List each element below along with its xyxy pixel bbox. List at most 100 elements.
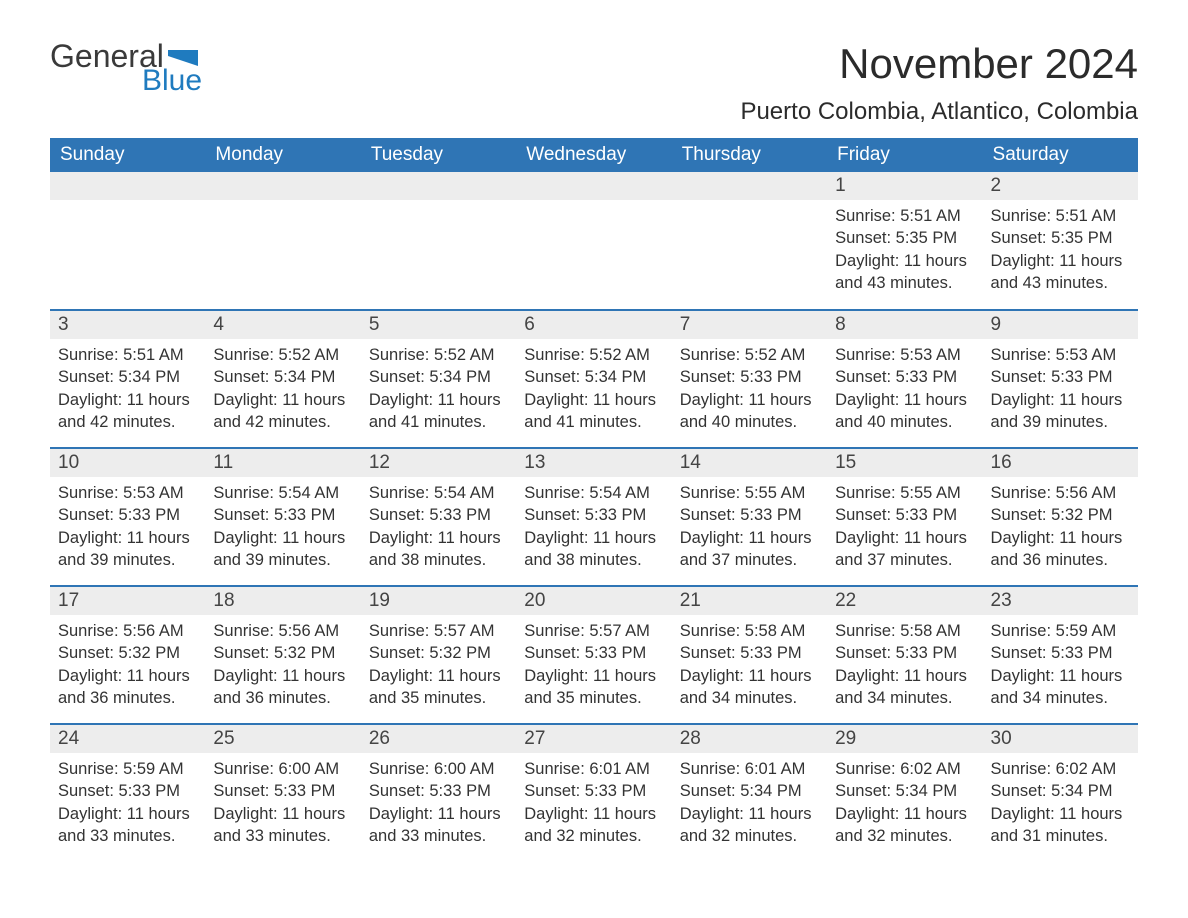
day-details: Sunrise: 5:52 AMSunset: 5:33 PMDaylight:… — [672, 339, 827, 441]
sunrise-line: Sunrise: 6:01 AM — [524, 758, 663, 780]
day-details: Sunrise: 5:58 AMSunset: 5:33 PMDaylight:… — [827, 615, 982, 717]
calendar-cell: 21Sunrise: 5:58 AMSunset: 5:33 PMDayligh… — [672, 586, 827, 724]
day-number: 27 — [516, 725, 671, 753]
day-number: 7 — [672, 311, 827, 339]
day-details: Sunrise: 5:51 AMSunset: 5:35 PMDaylight:… — [827, 200, 982, 302]
day-number: 22 — [827, 587, 982, 615]
daylight-line: Daylight: 11 hours and 36 minutes. — [213, 665, 352, 710]
day-details: Sunrise: 5:54 AMSunset: 5:33 PMDaylight:… — [205, 477, 360, 579]
sunset-line: Sunset: 5:34 PM — [58, 366, 197, 388]
day-details: Sunrise: 5:55 AMSunset: 5:33 PMDaylight:… — [672, 477, 827, 579]
day-number: 18 — [205, 587, 360, 615]
calendar-cell — [672, 172, 827, 310]
day-number: 21 — [672, 587, 827, 615]
sunset-line: Sunset: 5:33 PM — [58, 504, 197, 526]
sunset-line: Sunset: 5:34 PM — [680, 780, 819, 802]
sunset-line: Sunset: 5:34 PM — [524, 366, 663, 388]
sunset-line: Sunset: 5:33 PM — [58, 780, 197, 802]
logo: General Blue — [50, 40, 202, 96]
day-details: Sunrise: 6:00 AMSunset: 5:33 PMDaylight:… — [205, 753, 360, 855]
day-details: Sunrise: 5:54 AMSunset: 5:33 PMDaylight:… — [361, 477, 516, 579]
day-number: 25 — [205, 725, 360, 753]
calendar-cell: 15Sunrise: 5:55 AMSunset: 5:33 PMDayligh… — [827, 448, 982, 586]
calendar-cell: 14Sunrise: 5:55 AMSunset: 5:33 PMDayligh… — [672, 448, 827, 586]
calendar-table: SundayMondayTuesdayWednesdayThursdayFrid… — [50, 138, 1138, 862]
sunrise-line: Sunrise: 5:52 AM — [369, 344, 508, 366]
calendar-cell: 8Sunrise: 5:53 AMSunset: 5:33 PMDaylight… — [827, 310, 982, 448]
sunset-line: Sunset: 5:33 PM — [680, 366, 819, 388]
daylight-line: Daylight: 11 hours and 32 minutes. — [680, 803, 819, 848]
sunrise-line: Sunrise: 5:55 AM — [835, 482, 974, 504]
day-number: 4 — [205, 311, 360, 339]
sunset-line: Sunset: 5:33 PM — [991, 366, 1130, 388]
day-number: 1 — [827, 172, 982, 200]
calendar-week-row: 1Sunrise: 5:51 AMSunset: 5:35 PMDaylight… — [50, 172, 1138, 310]
calendar-cell: 23Sunrise: 5:59 AMSunset: 5:33 PMDayligh… — [983, 586, 1138, 724]
calendar-cell: 1Sunrise: 5:51 AMSunset: 5:35 PMDaylight… — [827, 172, 982, 310]
empty-daynum — [50, 172, 205, 200]
daylight-line: Daylight: 11 hours and 42 minutes. — [213, 389, 352, 434]
sunrise-line: Sunrise: 5:57 AM — [524, 620, 663, 642]
sunrise-line: Sunrise: 5:52 AM — [524, 344, 663, 366]
calendar-cell: 19Sunrise: 5:57 AMSunset: 5:32 PMDayligh… — [361, 586, 516, 724]
daylight-line: Daylight: 11 hours and 39 minutes. — [58, 527, 197, 572]
calendar-cell: 16Sunrise: 5:56 AMSunset: 5:32 PMDayligh… — [983, 448, 1138, 586]
day-details: Sunrise: 5:57 AMSunset: 5:32 PMDaylight:… — [361, 615, 516, 717]
weekday-header: Wednesday — [516, 138, 671, 172]
day-number: 30 — [983, 725, 1138, 753]
day-number: 12 — [361, 449, 516, 477]
daylight-line: Daylight: 11 hours and 36 minutes. — [58, 665, 197, 710]
sunrise-line: Sunrise: 5:54 AM — [524, 482, 663, 504]
day-details: Sunrise: 5:55 AMSunset: 5:33 PMDaylight:… — [827, 477, 982, 579]
empty-daynum — [205, 172, 360, 200]
day-details: Sunrise: 5:53 AMSunset: 5:33 PMDaylight:… — [50, 477, 205, 579]
empty-daynum — [672, 172, 827, 200]
day-number: 14 — [672, 449, 827, 477]
calendar-cell — [50, 172, 205, 310]
calendar-week-row: 3Sunrise: 5:51 AMSunset: 5:34 PMDaylight… — [50, 310, 1138, 448]
day-number: 24 — [50, 725, 205, 753]
day-details: Sunrise: 6:01 AMSunset: 5:34 PMDaylight:… — [672, 753, 827, 855]
sunset-line: Sunset: 5:35 PM — [991, 227, 1130, 249]
daylight-line: Daylight: 11 hours and 43 minutes. — [991, 250, 1130, 295]
day-details: Sunrise: 6:02 AMSunset: 5:34 PMDaylight:… — [983, 753, 1138, 855]
day-details: Sunrise: 6:02 AMSunset: 5:34 PMDaylight:… — [827, 753, 982, 855]
sunrise-line: Sunrise: 5:58 AM — [680, 620, 819, 642]
title-block: November 2024 Puerto Colombia, Atlantico… — [740, 40, 1138, 126]
sunset-line: Sunset: 5:33 PM — [369, 780, 508, 802]
sunrise-line: Sunrise: 5:56 AM — [58, 620, 197, 642]
daylight-line: Daylight: 11 hours and 37 minutes. — [835, 527, 974, 572]
calendar-cell: 5Sunrise: 5:52 AMSunset: 5:34 PMDaylight… — [361, 310, 516, 448]
calendar-cell: 25Sunrise: 6:00 AMSunset: 5:33 PMDayligh… — [205, 724, 360, 862]
sunset-line: Sunset: 5:34 PM — [369, 366, 508, 388]
day-number: 16 — [983, 449, 1138, 477]
day-number: 17 — [50, 587, 205, 615]
sunset-line: Sunset: 5:33 PM — [835, 642, 974, 664]
calendar-cell: 3Sunrise: 5:51 AMSunset: 5:34 PMDaylight… — [50, 310, 205, 448]
day-number: 29 — [827, 725, 982, 753]
day-details: Sunrise: 5:52 AMSunset: 5:34 PMDaylight:… — [361, 339, 516, 441]
daylight-line: Daylight: 11 hours and 32 minutes. — [835, 803, 974, 848]
calendar-cell: 27Sunrise: 6:01 AMSunset: 5:33 PMDayligh… — [516, 724, 671, 862]
sunset-line: Sunset: 5:32 PM — [213, 642, 352, 664]
day-number: 13 — [516, 449, 671, 477]
sunset-line: Sunset: 5:32 PM — [991, 504, 1130, 526]
daylight-line: Daylight: 11 hours and 33 minutes. — [369, 803, 508, 848]
weekday-header: Sunday — [50, 138, 205, 172]
day-details: Sunrise: 5:52 AMSunset: 5:34 PMDaylight:… — [516, 339, 671, 441]
calendar-cell: 12Sunrise: 5:54 AMSunset: 5:33 PMDayligh… — [361, 448, 516, 586]
sunrise-line: Sunrise: 5:54 AM — [213, 482, 352, 504]
calendar-cell — [361, 172, 516, 310]
day-details: Sunrise: 5:53 AMSunset: 5:33 PMDaylight:… — [983, 339, 1138, 441]
sunrise-line: Sunrise: 5:59 AM — [991, 620, 1130, 642]
daylight-line: Daylight: 11 hours and 31 minutes. — [991, 803, 1130, 848]
calendar-week-row: 24Sunrise: 5:59 AMSunset: 5:33 PMDayligh… — [50, 724, 1138, 862]
sunrise-line: Sunrise: 5:53 AM — [835, 344, 974, 366]
daylight-line: Daylight: 11 hours and 37 minutes. — [680, 527, 819, 572]
day-details: Sunrise: 6:00 AMSunset: 5:33 PMDaylight:… — [361, 753, 516, 855]
daylight-line: Daylight: 11 hours and 35 minutes. — [524, 665, 663, 710]
sunrise-line: Sunrise: 5:59 AM — [58, 758, 197, 780]
sunrise-line: Sunrise: 5:54 AM — [369, 482, 508, 504]
sunrise-line: Sunrise: 6:02 AM — [991, 758, 1130, 780]
sunset-line: Sunset: 5:33 PM — [835, 366, 974, 388]
